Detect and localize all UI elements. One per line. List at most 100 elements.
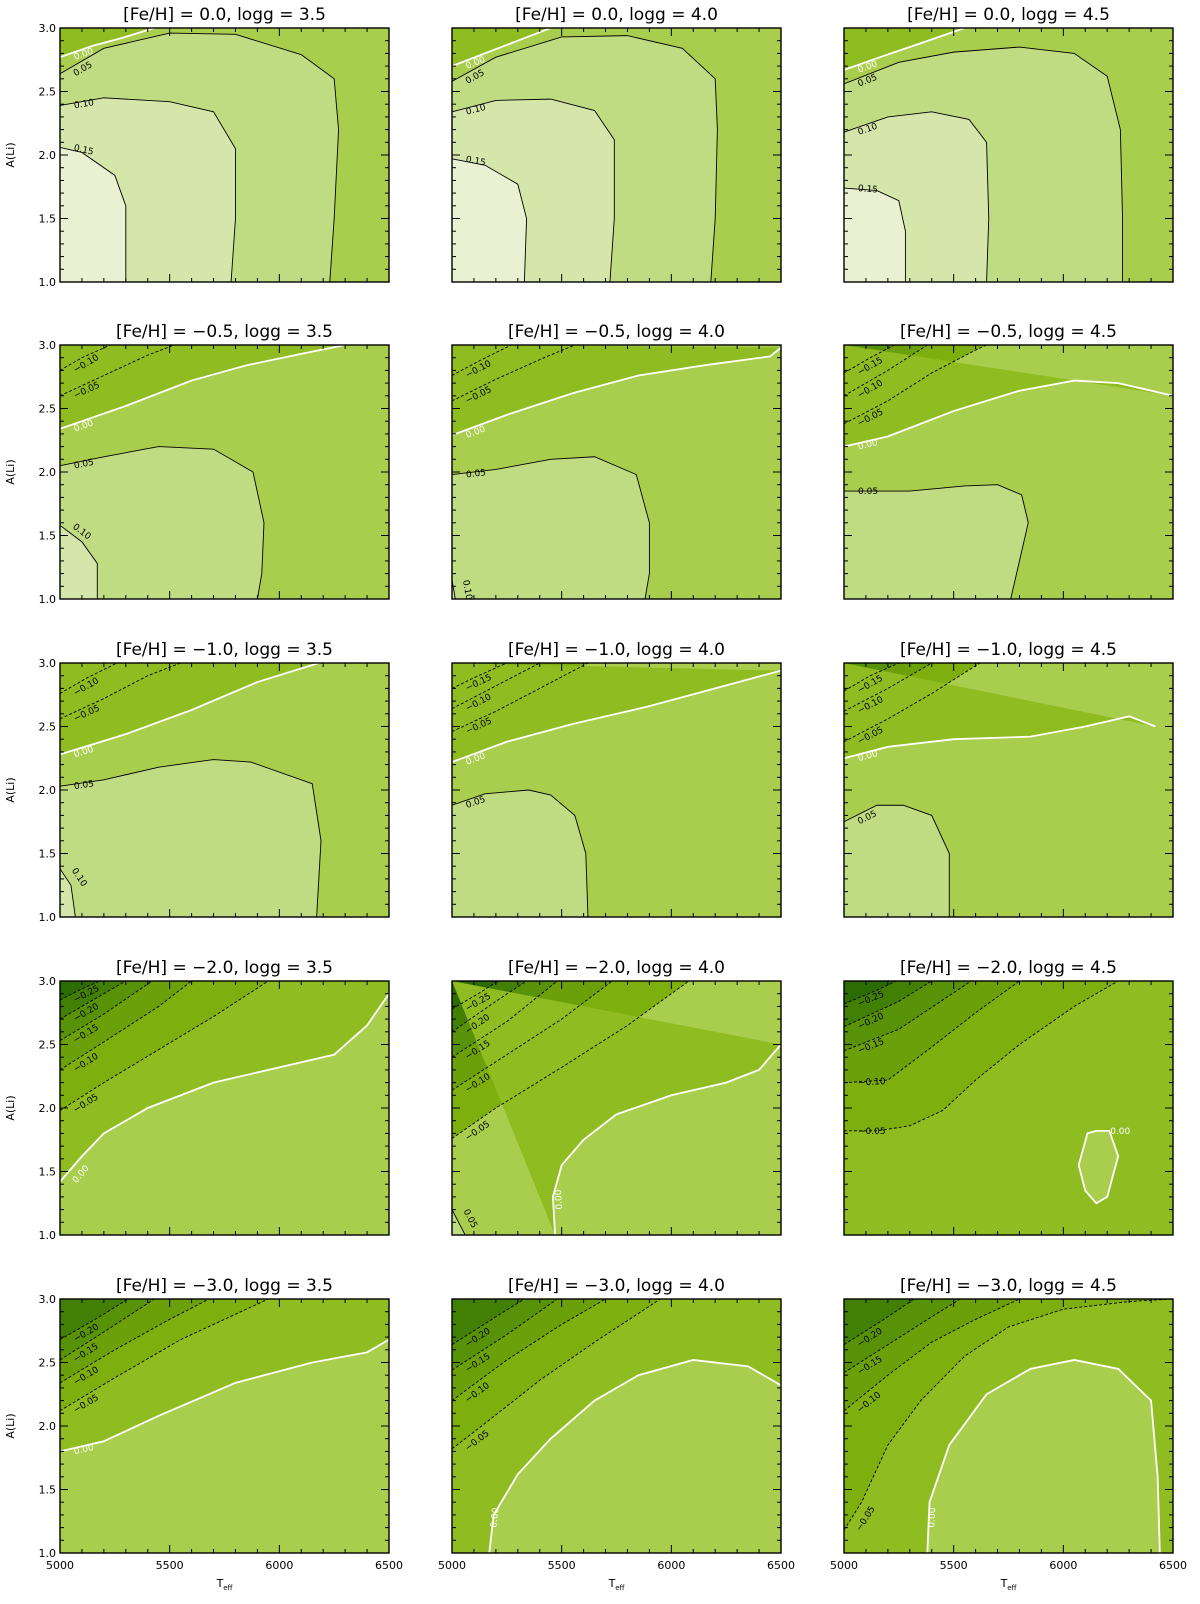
y-tick-label: 1.0 bbox=[39, 911, 57, 924]
x-tick-label: 6500 bbox=[375, 1559, 403, 1572]
contour-fill-above-0.00 bbox=[844, 663, 1156, 759]
y-axis-label: A(Li) bbox=[4, 1095, 17, 1120]
y-tick-label: 2.5 bbox=[39, 86, 57, 99]
contour-panel-3: 0.150.100.050.00[Fe/H] = 0.0, logg = 4.5 bbox=[843, 5, 1174, 283]
contour-label: 0.00 bbox=[1110, 1127, 1130, 1137]
contour-line-0.05 bbox=[60, 32, 340, 282]
contour-label: 0.00 bbox=[857, 749, 879, 764]
panel-ticks bbox=[59, 27, 390, 283]
contour-panel-1: 0.150.100.050.00[Fe/H] = 0.0, logg = 3.5… bbox=[4, 5, 390, 289]
contour-line--0.10 bbox=[452, 345, 512, 376]
contour-line--0.15 bbox=[60, 981, 153, 1042]
contour-fill-0.05 bbox=[844, 484, 1029, 599]
contour-line-0.00 bbox=[844, 715, 1156, 760]
y-tick-label: 3.0 bbox=[39, 657, 57, 670]
panel-ticks bbox=[843, 662, 1174, 918]
panel-title: [Fe/H] = 0.0, logg = 4.0 bbox=[515, 5, 718, 25]
contour-line-0.05 bbox=[844, 484, 1029, 599]
x-tick-label: 5500 bbox=[940, 1559, 968, 1572]
contour-fill--0.20 bbox=[60, 1299, 128, 1340]
contour-fill-0.00 bbox=[489, 1359, 781, 1553]
panel-ticks bbox=[843, 27, 1174, 283]
contour-line-0.05 bbox=[844, 804, 950, 917]
contour-line-0.00 bbox=[452, 346, 781, 437]
contour-panel-6: 0.050.00−0.05−0.10−0.15[Fe/H] = −0.5, lo… bbox=[843, 322, 1174, 600]
contour-label: 0.00 bbox=[857, 438, 879, 452]
contour-line--0.05 bbox=[60, 345, 175, 397]
contour-line--0.10 bbox=[60, 663, 118, 694]
contour-line--0.15 bbox=[844, 345, 895, 374]
y-tick-label: 3.0 bbox=[39, 339, 57, 352]
panel-ticks bbox=[451, 27, 782, 283]
contour-line--0.05 bbox=[60, 1299, 269, 1412]
contour-label: 0.10 bbox=[73, 98, 95, 111]
panel-ticks bbox=[59, 662, 390, 918]
y-tick-label: 1.0 bbox=[39, 1547, 57, 1560]
y-tick-label: 2.5 bbox=[39, 721, 57, 734]
contour-fill-above-0.00 bbox=[452, 981, 781, 1235]
contour-label: 0.15 bbox=[858, 184, 879, 196]
contour-label: −0.05 bbox=[858, 1127, 886, 1137]
contour-line-0.10 bbox=[844, 111, 990, 282]
contour-label: 0.00 bbox=[927, 1507, 938, 1528]
contour-line-0.10 bbox=[60, 524, 98, 599]
contour-panel-7: 0.100.050.00−0.05−0.10[Fe/H] = −1.0, log… bbox=[4, 640, 390, 924]
contour-line--0.10 bbox=[60, 1299, 210, 1384]
contour-line--0.10 bbox=[844, 1299, 1020, 1412]
contour-line--0.05 bbox=[60, 981, 269, 1111]
y-tick-label: 2.0 bbox=[39, 466, 57, 479]
contour-line--0.25 bbox=[452, 981, 499, 1010]
contour-fill-0.00 bbox=[60, 1339, 389, 1553]
panel-title: [Fe/H] = −1.0, logg = 3.5 bbox=[116, 640, 333, 660]
contour-line-0.00 bbox=[60, 993, 389, 1183]
contour-line-0.00 bbox=[844, 379, 1173, 448]
contour-label: 0.15 bbox=[465, 155, 487, 169]
x-axis-label: Teff bbox=[1000, 1577, 1017, 1592]
contour-fill-0.05 bbox=[844, 805, 950, 917]
contour-fill-above-0.00 bbox=[452, 345, 781, 436]
contour-line--0.20 bbox=[844, 1299, 915, 1346]
panel-ticks bbox=[59, 1298, 390, 1554]
contour-line--0.10 bbox=[844, 981, 1020, 1084]
contour-fill-0.15 bbox=[452, 158, 527, 282]
y-axis-label: A(Li) bbox=[4, 142, 17, 167]
contour-fill-0.05 bbox=[452, 456, 650, 599]
panel-ticks bbox=[843, 344, 1174, 600]
contour-line-0.00 bbox=[60, 345, 346, 430]
contour-label: 0.05 bbox=[858, 487, 878, 497]
y-tick-label: 1.5 bbox=[39, 1166, 57, 1179]
y-axis-label: A(Li) bbox=[4, 777, 17, 802]
contour-line--0.15 bbox=[844, 981, 972, 1052]
y-tick-label: 2.0 bbox=[39, 149, 57, 162]
contour-fill-above-0.00 bbox=[452, 663, 781, 763]
contour-line--0.10 bbox=[452, 981, 613, 1091]
contour-label: 0.05 bbox=[466, 468, 487, 480]
contour-label: 0.15 bbox=[73, 143, 95, 157]
x-tick-label: 6500 bbox=[1159, 1559, 1187, 1572]
contour-panel-12: 0.00−0.05−0.10−0.15−0.20−0.25[Fe/H] = −2… bbox=[843, 958, 1174, 1236]
contour-fill-0.15 bbox=[844, 188, 906, 282]
x-tick-label: 6000 bbox=[657, 1559, 685, 1572]
contour-line-0.05 bbox=[60, 759, 322, 917]
contour-label: 0.10 bbox=[465, 103, 487, 118]
x-tick-label: 5500 bbox=[156, 1559, 184, 1572]
panel-title: [Fe/H] = −3.0, logg = 3.5 bbox=[116, 1276, 333, 1296]
contour-line--0.25 bbox=[844, 981, 897, 1005]
contour-line-0.00 bbox=[452, 28, 552, 67]
contour-line-0.05 bbox=[452, 789, 589, 917]
contour-line-0.00 bbox=[488, 1359, 781, 1553]
contour-label: 0.00 bbox=[554, 1189, 565, 1210]
contour-fill--0.05 bbox=[844, 1299, 1173, 1531]
contour-fill-0.00 bbox=[927, 1359, 1160, 1553]
contour-line-0.05 bbox=[844, 46, 1124, 282]
y-tick-label: 1.5 bbox=[39, 1484, 57, 1497]
contour-line--0.15 bbox=[452, 663, 508, 689]
y-axis-label: A(Li) bbox=[4, 1413, 17, 1438]
contour-label: 0.00 bbox=[73, 1443, 95, 1457]
y-tick-label: 1.5 bbox=[39, 530, 57, 543]
panel-title: [Fe/H] = −1.0, logg = 4.0 bbox=[508, 640, 725, 660]
contour-line-0.05 bbox=[60, 446, 265, 599]
contour-line--0.20 bbox=[452, 1299, 525, 1346]
contour-line-0.05 bbox=[452, 1209, 466, 1235]
x-tick-label: 5500 bbox=[548, 1559, 576, 1572]
